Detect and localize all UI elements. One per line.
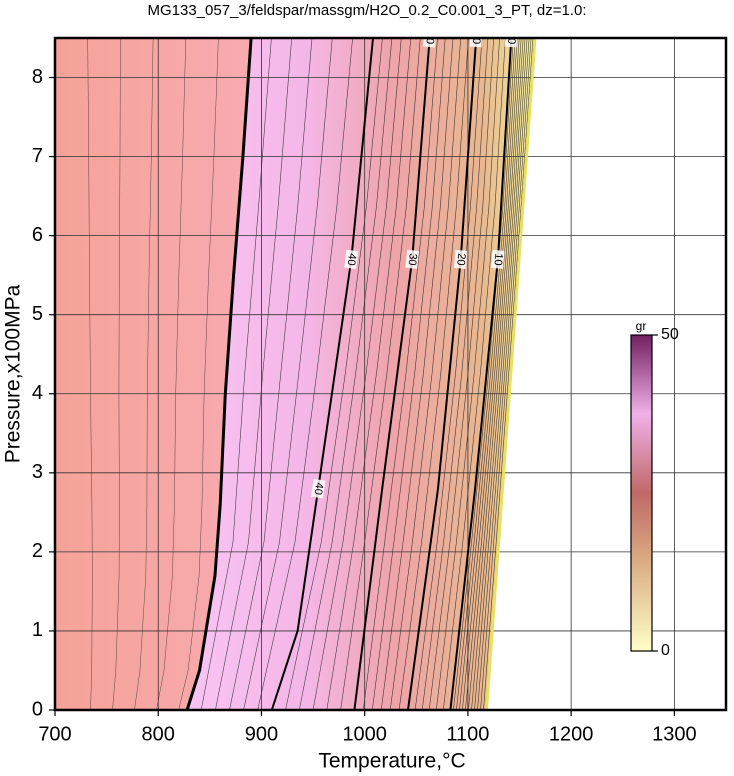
contour-label: 10: [491, 253, 504, 266]
x-axis-label: Temperature,°C: [318, 750, 465, 773]
x-tick-label: 1100: [446, 723, 489, 745]
thin-contour: [389, 38, 461, 710]
x-tick-label: 1300: [652, 723, 697, 745]
thin-contour: [156, 38, 187, 710]
x-tick-label: 700: [38, 723, 71, 745]
thin-contour: [134, 38, 154, 710]
thin-contour: [200, 38, 272, 710]
contour-label-bg: [405, 249, 420, 269]
phase-boundary: [185, 38, 253, 710]
overlay: 700 800 900 1000 1100 1200 1300 0 1 2 3 4 5 6 7 8 gr 0 50: [32, 36, 728, 745]
contour-label-group: 40: [311, 478, 326, 499]
thin-contour: [480, 38, 532, 710]
thin-contour: [477, 38, 530, 710]
contour-label-bg: [453, 249, 468, 269]
contour-label-group: 30: [405, 249, 420, 269]
thin-contour: [421, 38, 489, 710]
colorbar-label: gr: [636, 319, 647, 333]
contour-label-bg: [469, 38, 483, 48]
y-axis-label: Pressure,x100MPa: [2, 284, 25, 463]
contour-label-bg: [504, 38, 518, 48]
axes-frame: [53, 36, 728, 712]
thin-contour: [468, 38, 524, 710]
y-tick-label: 7: [32, 145, 43, 167]
y-tick-label: 6: [32, 224, 43, 246]
thin-contour: [436, 38, 500, 710]
thin-contour: [215, 38, 292, 710]
contour-line: [449, 38, 513, 710]
contour-label: 40: [345, 253, 358, 267]
contour-line: [407, 38, 478, 710]
thin-contour: [178, 38, 219, 710]
region-subsolidus: [55, 38, 252, 710]
y-tick-label: 0: [32, 698, 43, 720]
contour-label: 30: [406, 253, 419, 266]
chart-title: MG133_057_3/feldspar/massgm/H2O_0.2_C0.0…: [147, 2, 586, 19]
thin-contour: [453, 38, 514, 710]
plot-area: 40 40 30 30 20 20 10 10: [55, 31, 726, 710]
y-tick-label: 5: [32, 303, 43, 325]
x-tick-label: 800: [142, 723, 175, 745]
x-tick-label: 900: [245, 723, 278, 745]
y-tick-label: 1: [32, 619, 43, 641]
thin-contour: [312, 38, 402, 710]
thin-contour: [340, 38, 421, 710]
x-tick-label: 1000: [342, 723, 387, 745]
contour-label: 10: [505, 32, 518, 45]
thin-contour: [243, 38, 333, 710]
thin-contour: [459, 38, 518, 710]
contour-label-bg: [491, 249, 505, 269]
contour-label-bg: [423, 38, 437, 48]
colorbar-tick-label: 0: [661, 642, 670, 659]
contour-label: 40: [312, 482, 326, 496]
y-tick-label: 2: [32, 540, 43, 562]
thin-contour: [443, 38, 506, 710]
contour-label-group: 40: [344, 249, 359, 270]
contour-label-group: 30: [423, 31, 437, 48]
contour-label-group: 10: [491, 249, 505, 269]
y-tick-label: 4: [32, 382, 43, 404]
thin-contour: [372, 38, 446, 710]
thin-contour: [398, 38, 469, 710]
thin-contour: [257, 38, 353, 710]
colorbar-tick-label: 50: [661, 326, 679, 343]
thin-contour: [474, 38, 528, 710]
contour-label-group: 10: [504, 32, 518, 48]
thin-contour: [112, 38, 121, 710]
thin-contour: [471, 38, 526, 710]
contour-label: 30: [423, 31, 436, 44]
contour-label: 20: [454, 253, 467, 266]
y-tick-label: 8: [32, 66, 43, 88]
thin-contour: [363, 38, 438, 710]
melt-edge: [485, 38, 537, 710]
contour-line: [353, 38, 431, 710]
thin-contour: [462, 38, 520, 710]
y-tick-label: 3: [32, 461, 43, 483]
x-tick-label: 1200: [549, 723, 594, 745]
thin-contour: [87, 38, 93, 710]
thin-contour: [229, 38, 313, 710]
thin-contour: [285, 38, 383, 710]
colorbar: [630, 334, 653, 652]
contour-label-group: 20: [453, 249, 468, 269]
thin-contour: [326, 38, 412, 710]
thin-contour: [465, 38, 522, 710]
region-melt: [187, 38, 535, 710]
contour-label-bg: [344, 249, 359, 270]
thin-contour: [380, 38, 454, 710]
thin-contour: [299, 38, 393, 710]
thin-contour: [414, 38, 483, 710]
contour-label: 20: [470, 31, 483, 44]
thin-contour: [483, 38, 534, 710]
contour-label-bg: [311, 478, 326, 499]
contour-label-group: 20: [469, 31, 483, 48]
